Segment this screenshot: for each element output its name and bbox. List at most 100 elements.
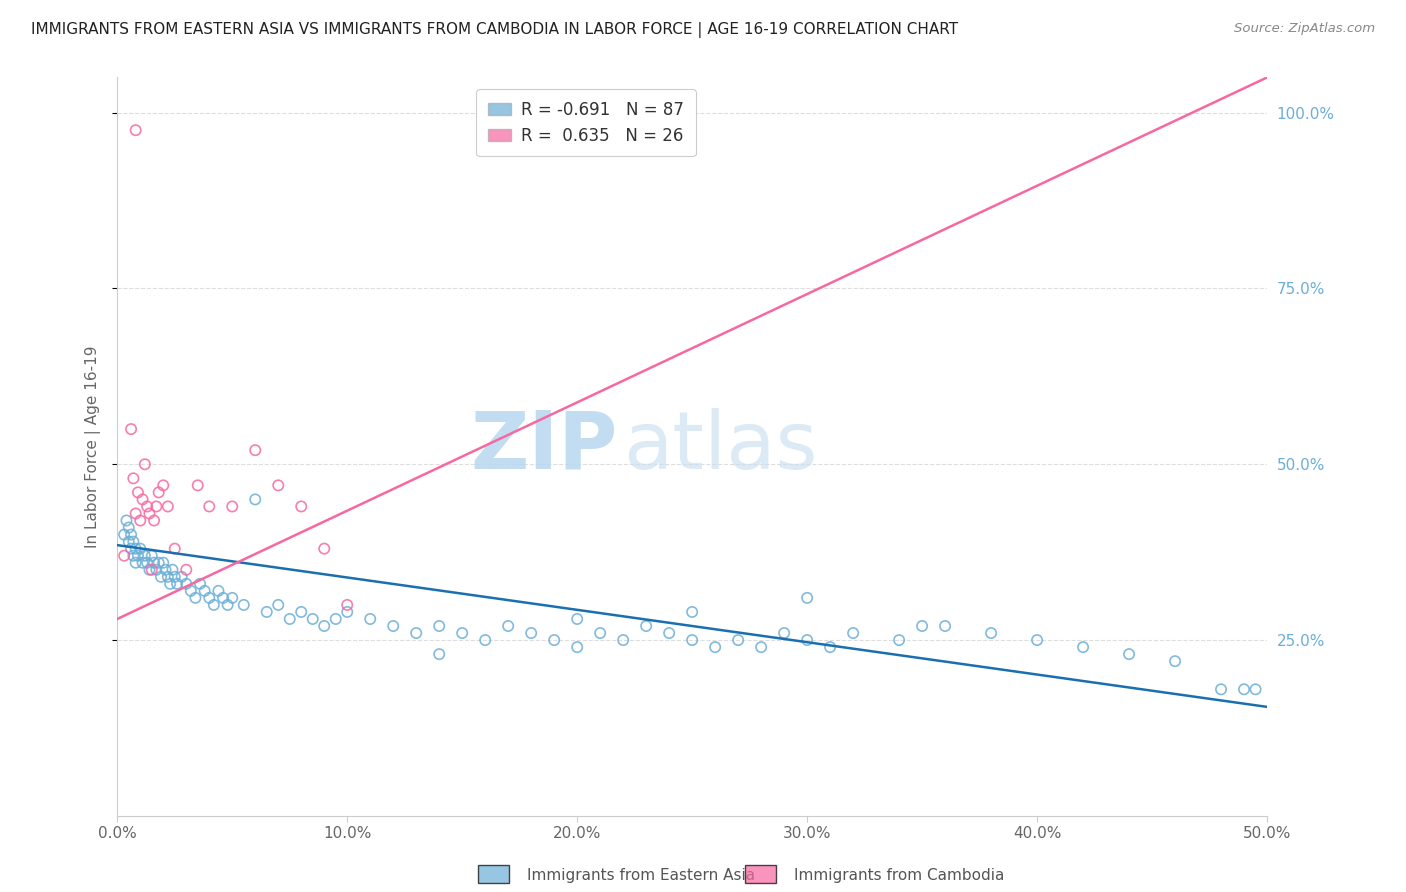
Text: Immigrants from Eastern Asia: Immigrants from Eastern Asia xyxy=(527,869,755,883)
Point xyxy=(180,583,202,598)
Point xyxy=(658,626,681,640)
Point xyxy=(911,619,934,633)
Point xyxy=(145,563,167,577)
Point xyxy=(278,612,301,626)
Point xyxy=(1164,654,1187,668)
Point xyxy=(336,598,359,612)
Point xyxy=(212,591,235,605)
Point xyxy=(124,507,146,521)
Point xyxy=(152,478,174,492)
Point xyxy=(141,563,163,577)
Point xyxy=(198,500,221,514)
Point xyxy=(325,612,347,626)
Point xyxy=(129,541,152,556)
Point xyxy=(427,647,450,661)
Point xyxy=(314,541,336,556)
Point xyxy=(152,556,174,570)
Point xyxy=(221,500,243,514)
Point xyxy=(141,549,163,563)
Point xyxy=(267,598,290,612)
Point xyxy=(1233,682,1256,697)
Point xyxy=(156,500,179,514)
Point xyxy=(122,549,145,563)
Point xyxy=(245,443,267,458)
Point xyxy=(818,640,841,654)
Point xyxy=(112,549,135,563)
Point xyxy=(727,633,749,648)
Point xyxy=(159,577,181,591)
Point xyxy=(796,591,818,605)
Point xyxy=(145,500,167,514)
Point xyxy=(187,478,209,492)
Point xyxy=(138,563,160,577)
Point xyxy=(118,520,141,534)
Point xyxy=(567,612,589,626)
Point xyxy=(148,556,170,570)
Text: Immigrants from Cambodia: Immigrants from Cambodia xyxy=(794,869,1005,883)
Point xyxy=(120,422,142,436)
Point xyxy=(134,549,156,563)
Point xyxy=(842,626,865,640)
Point xyxy=(749,640,772,654)
Point xyxy=(198,591,221,605)
Point xyxy=(1118,647,1140,661)
Point xyxy=(127,549,149,563)
Point xyxy=(162,563,184,577)
Point xyxy=(612,633,634,648)
Point xyxy=(589,626,612,640)
Point xyxy=(166,577,188,591)
Point xyxy=(163,570,186,584)
Point xyxy=(120,541,142,556)
Point xyxy=(636,619,658,633)
Point xyxy=(112,527,135,541)
Point xyxy=(1071,640,1094,654)
Point xyxy=(202,598,225,612)
Point xyxy=(136,556,159,570)
Point xyxy=(474,633,496,648)
Point xyxy=(184,591,207,605)
Point xyxy=(124,556,146,570)
Point xyxy=(496,619,519,633)
Text: atlas: atlas xyxy=(623,408,817,485)
Point xyxy=(170,570,193,584)
Point xyxy=(129,514,152,528)
Point xyxy=(120,527,142,541)
Point xyxy=(136,500,159,514)
Point xyxy=(336,605,359,619)
Point xyxy=(796,633,818,648)
Point xyxy=(232,598,254,612)
Point xyxy=(1244,682,1267,697)
Point xyxy=(148,485,170,500)
Point xyxy=(174,563,197,577)
Y-axis label: In Labor Force | Age 16-19: In Labor Force | Age 16-19 xyxy=(86,345,101,548)
Point xyxy=(118,534,141,549)
Point xyxy=(934,619,956,633)
Point xyxy=(155,563,177,577)
Point xyxy=(156,570,179,584)
Point xyxy=(127,485,149,500)
Point xyxy=(427,619,450,633)
Point xyxy=(115,514,138,528)
Point xyxy=(138,507,160,521)
Point xyxy=(207,583,229,598)
Text: ZIP: ZIP xyxy=(470,408,617,485)
Point xyxy=(188,577,211,591)
Point xyxy=(122,534,145,549)
Point xyxy=(124,123,146,137)
Point xyxy=(520,626,543,640)
Point xyxy=(143,556,166,570)
Text: IMMIGRANTS FROM EASTERN ASIA VS IMMIGRANTS FROM CAMBODIA IN LABOR FORCE | AGE 16: IMMIGRANTS FROM EASTERN ASIA VS IMMIGRAN… xyxy=(31,22,957,38)
Point xyxy=(382,619,405,633)
Point xyxy=(290,500,312,514)
Point xyxy=(221,591,243,605)
Point xyxy=(149,570,172,584)
Point xyxy=(567,640,589,654)
Point xyxy=(290,605,312,619)
Point xyxy=(1209,682,1232,697)
Point xyxy=(980,626,1002,640)
Point xyxy=(301,612,323,626)
Point xyxy=(704,640,727,654)
Point xyxy=(134,457,156,471)
Point xyxy=(245,492,267,507)
Point xyxy=(1026,633,1049,648)
